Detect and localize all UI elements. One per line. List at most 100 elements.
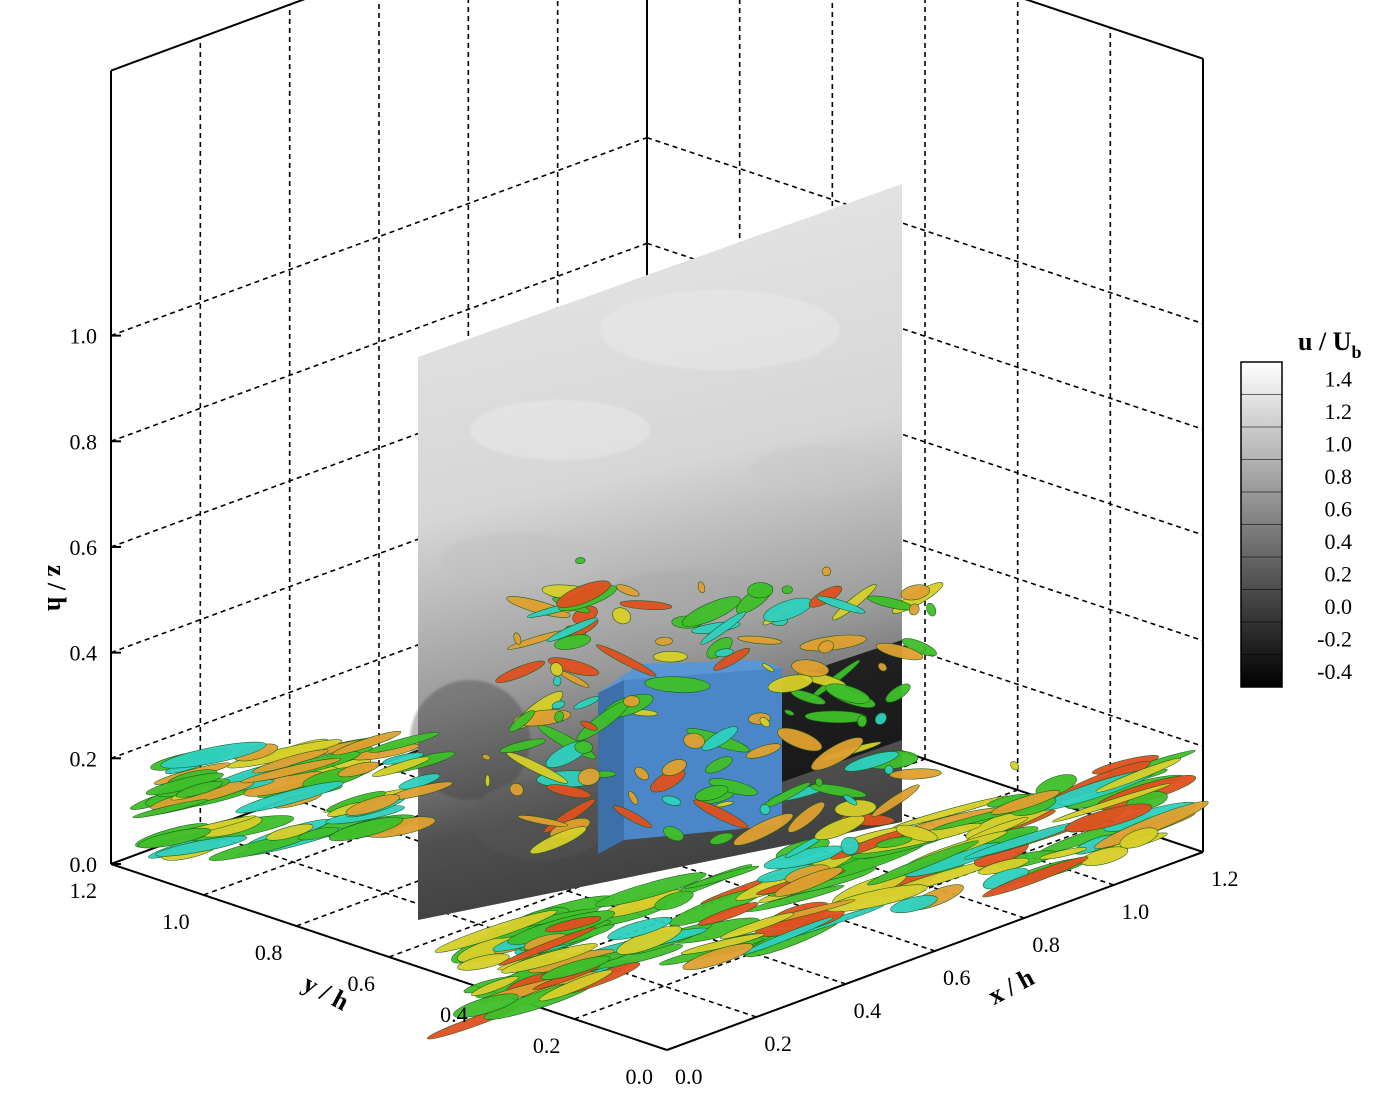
iso-structure xyxy=(867,840,979,886)
iso-fragment xyxy=(485,774,491,788)
iso-structure xyxy=(708,778,758,796)
iso-structure xyxy=(372,756,430,777)
iso-structure xyxy=(816,595,866,614)
iso-structure xyxy=(693,799,749,829)
x-tick-label: 0.6 xyxy=(943,965,971,990)
iso-fragment xyxy=(781,585,793,595)
iso-structure xyxy=(875,836,913,848)
iso-structure xyxy=(595,872,707,908)
colorbar-tick-label: 0.6 xyxy=(1325,496,1353,521)
iso-structure xyxy=(471,975,519,997)
iso-structure xyxy=(682,943,754,971)
grid-floor-x xyxy=(200,830,757,1018)
z-tick-label: 0.6 xyxy=(70,535,98,560)
iso-structure xyxy=(681,596,741,627)
grid-wall-right-z xyxy=(646,348,1204,536)
iso-structure xyxy=(840,836,860,856)
iso-structure xyxy=(747,582,774,599)
iso-fragment xyxy=(628,791,639,805)
iso-fragment xyxy=(818,640,834,654)
iso-structure xyxy=(368,731,440,753)
iso-fragment xyxy=(655,636,673,646)
iso-structure xyxy=(810,737,864,771)
iso-fragment xyxy=(874,712,887,725)
iso-fragment xyxy=(575,557,586,565)
iso-fragment xyxy=(884,765,894,775)
iso-fragment xyxy=(821,566,832,577)
colorbar-ticks: 1.4 1.2 1.0 0.8 0.6 0.4 0.2 0.0 -0.2 -0.4 xyxy=(1317,366,1352,684)
iso-structure xyxy=(577,767,601,786)
grid-wall-right-z xyxy=(646,453,1204,642)
iso-structure xyxy=(160,741,267,769)
y-tick-label: 1.2 xyxy=(70,878,98,903)
iso-structure xyxy=(814,815,865,841)
iso-structure xyxy=(1119,827,1159,849)
iso-structure xyxy=(777,727,823,752)
iso-structure xyxy=(825,683,870,704)
colorbar-tick-label: 1.4 xyxy=(1325,366,1353,391)
x-tick-label: 0.2 xyxy=(764,1031,792,1056)
iso-structure xyxy=(453,993,519,1018)
iso-fragment xyxy=(1010,761,1020,771)
iso-structure xyxy=(733,813,794,846)
iso-fragment xyxy=(761,663,775,673)
z-axis-title: z / h xyxy=(42,565,71,612)
iso-structure xyxy=(701,726,738,751)
iso-structure xyxy=(297,826,339,841)
y-tick-label: 0.0 xyxy=(626,1064,654,1089)
iso-fragment xyxy=(784,709,795,716)
iso-structure xyxy=(804,710,867,724)
iso-structure xyxy=(580,720,598,731)
iso-structure xyxy=(328,816,404,842)
iso-structure xyxy=(554,634,592,650)
iso-structure xyxy=(619,600,673,610)
iso-fragment xyxy=(759,804,771,815)
iso-structure xyxy=(596,644,657,677)
iso-structure xyxy=(1039,847,1088,860)
iso-structure xyxy=(661,759,687,776)
iso-fragment xyxy=(877,662,888,672)
iso-structure xyxy=(332,730,402,756)
iso-structure xyxy=(615,584,640,597)
iso-fragment xyxy=(926,602,937,617)
iso-structure xyxy=(697,902,759,926)
iso-structure xyxy=(546,617,598,642)
iso-fragment xyxy=(550,662,564,677)
y-tick-label: 0.8 xyxy=(255,940,283,965)
iso-structure xyxy=(612,607,632,625)
iso-fragment xyxy=(715,801,734,808)
iso-structure xyxy=(574,740,593,754)
iso-structure xyxy=(498,926,597,966)
colorbar-tick-label: 0.4 xyxy=(1325,529,1353,554)
colorbar-tick-label: 0.2 xyxy=(1325,561,1353,586)
colorbar-tick-label: 0.8 xyxy=(1325,464,1353,489)
iso-structure xyxy=(337,761,380,778)
colorbar-tick-label: -0.4 xyxy=(1317,659,1352,684)
y-tick-label: 0.4 xyxy=(440,1002,468,1027)
y-axis-title: y / h xyxy=(298,968,354,1016)
z-axis-ticks: 0.0 0.2 0.4 0.6 0.8 1.0 xyxy=(70,324,121,877)
iso-structure xyxy=(745,743,782,759)
colorbar-tick-label: 0.0 xyxy=(1325,594,1353,619)
x-tick-label: 0.4 xyxy=(854,998,882,1023)
iso-fragment xyxy=(482,754,491,761)
iso-structure xyxy=(434,910,558,953)
iso-structure xyxy=(1051,783,1171,823)
iso-structure xyxy=(547,657,600,677)
iso-structure xyxy=(345,794,400,816)
iso-structure xyxy=(900,584,930,601)
iso-structure xyxy=(653,651,688,663)
iso-structure xyxy=(663,826,684,842)
iso-structure xyxy=(683,732,705,749)
y-tick-label: 0.2 xyxy=(533,1033,561,1058)
iso-fragment xyxy=(553,676,562,687)
colorbar-title: u / Ub xyxy=(1298,327,1361,362)
iso-structure xyxy=(832,584,877,621)
iso-structure xyxy=(573,696,600,710)
x-axis-title: x / h xyxy=(983,962,1039,1010)
x-axis-ticks: 0.0 0.2 0.4 0.6 0.8 1.0 1.2 xyxy=(675,866,1239,1089)
iso-structure xyxy=(509,710,535,733)
z-tick-label: 0.0 xyxy=(70,852,98,877)
grid-wall-right-z xyxy=(646,242,1204,431)
